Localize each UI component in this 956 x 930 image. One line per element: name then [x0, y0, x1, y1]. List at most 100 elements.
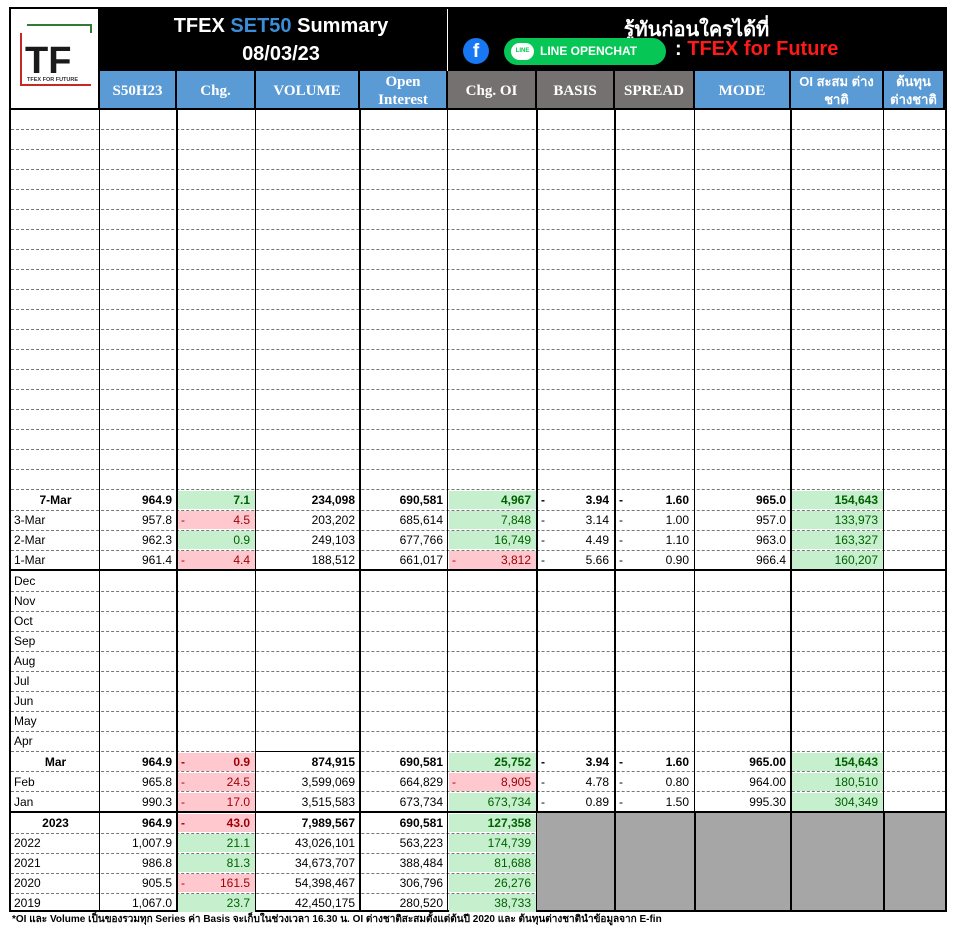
row-divider: [11, 550, 945, 551]
negative-sign: -: [181, 775, 185, 789]
open-interest-cell: 280,520: [399, 896, 443, 910]
row-label: 7-Mar: [39, 493, 72, 507]
mode-cell: 965.0: [755, 493, 786, 507]
row-divider: [11, 611, 945, 612]
change-cell: - 4.4: [178, 551, 255, 569]
column-divider: [790, 108, 792, 910]
change-oi-cell-value: 127,358: [487, 816, 531, 830]
row-divider: [11, 530, 945, 531]
change-cell-value: 4.4: [233, 553, 250, 567]
change-oi-cell-value: 26,276: [494, 876, 531, 890]
column-divider: [536, 108, 538, 910]
price-cell: 961.4: [141, 553, 172, 567]
basis-cell: - 5.66: [538, 550, 614, 570]
column-header: ต้นทุน ต่างชาติ: [884, 71, 945, 110]
section-rule: [11, 811, 945, 813]
negative-sign: -: [181, 876, 185, 890]
volume-cell: 203,202: [311, 513, 355, 527]
change-cell: 0.9: [178, 531, 255, 549]
report-date: 08/03/23: [242, 43, 320, 65]
community-name: : TFEX for Future: [675, 38, 839, 60]
row-label: 2-Mar: [14, 533, 46, 547]
row-divider: [11, 249, 945, 250]
basis-cell-value: 4.49: [585, 533, 609, 547]
negative-sign: -: [619, 533, 623, 547]
row-divider: [11, 129, 945, 130]
change-oi-cell-value: 7,848: [500, 513, 531, 527]
negative-sign: -: [181, 553, 185, 567]
open-interest-cell: 673,734: [399, 795, 443, 809]
row-label: 2020: [14, 876, 41, 890]
open-interest-cell: 690,581: [399, 816, 443, 830]
summary-sheet: TF TFEX FOR FUTURE TFEX SET50 Summary 08…: [9, 7, 947, 912]
line-openchat-label: LINE OPENCHAT: [540, 44, 638, 58]
spread-cell-value: 1.60: [665, 493, 689, 507]
price-cell: 957.8: [141, 513, 172, 527]
yearly-empty-area: [537, 813, 945, 910]
row-divider: [11, 489, 945, 490]
basis-cell-value: 0.89: [585, 795, 609, 809]
change-cell: 81.3: [178, 854, 255, 872]
row-divider: [11, 349, 945, 350]
tfex-for-future-logo: TF TFEX FOR FUTURE: [11, 9, 100, 108]
basis-cell-value: 3.94: [585, 755, 609, 769]
line-icon: LINE: [511, 43, 534, 60]
row-divider: [11, 510, 945, 511]
line-openchat-button[interactable]: LINE LINE OPENCHAT: [504, 38, 666, 65]
column-header: BASIS: [537, 71, 615, 110]
volume-cell: 34,673,707: [294, 856, 355, 870]
spread-cell-value: 0.90: [665, 553, 689, 567]
open-interest-cell: 306,796: [399, 876, 443, 890]
basis-cell: - 3.14: [538, 510, 614, 530]
price-cell: 964.9: [141, 816, 172, 830]
row-divider: [11, 329, 945, 330]
month-label: Nov: [14, 594, 36, 608]
negative-sign: -: [181, 755, 185, 769]
change-cell-value: 17.0: [226, 795, 250, 809]
foreign-cost-cell: [884, 510, 945, 530]
mode-cell: 957.0: [755, 513, 786, 527]
price-cell: 965.8: [141, 775, 172, 789]
change-cell: - 4.5: [178, 511, 255, 529]
change-cell: 21.1: [178, 834, 255, 852]
change-oi-cell: - 3,812: [449, 551, 536, 569]
basis-cell: - 4.49: [538, 530, 614, 550]
open-interest-cell: 677,766: [399, 533, 443, 547]
row-divider: [11, 309, 945, 310]
price-cell: 964.9: [141, 755, 172, 769]
negative-sign: -: [619, 775, 623, 789]
open-interest-cell: 690,581: [399, 493, 443, 507]
change-oi-cell: 25,752: [449, 753, 536, 771]
basis-cell-value: 4.78: [585, 775, 609, 789]
negative-sign: -: [619, 795, 623, 809]
column-header: SPREAD: [615, 71, 695, 110]
volume-cell: 3,599,069: [301, 775, 355, 789]
spread-cell-value: 1.60: [665, 755, 689, 769]
change-oi-cell: 26,276: [449, 874, 536, 892]
spread-cell: - 1.60: [616, 490, 694, 510]
negative-sign: -: [541, 553, 545, 567]
basis-cell: - 3.94: [538, 752, 614, 772]
change-oi-cell-value: 81,688: [494, 856, 531, 870]
spread-cell: - 0.80: [616, 772, 694, 792]
section-rule: [256, 751, 360, 752]
negative-sign: -: [541, 513, 545, 527]
negative-sign: -: [181, 816, 185, 830]
row-label: 2022: [14, 836, 41, 850]
volume-cell: 249,103: [311, 533, 355, 547]
column-header: Chg.: [177, 71, 256, 110]
foreign-oi-cell: 304,349: [792, 793, 883, 811]
spread-cell-value: 1.00: [665, 513, 689, 527]
change-cell: - 0.9: [178, 753, 255, 771]
negative-sign: -: [619, 493, 623, 507]
mode-cell: 963.0: [755, 533, 786, 547]
facebook-icon[interactable]: f: [463, 38, 489, 64]
change-oi-cell: 7,848: [449, 511, 536, 529]
row-divider: [11, 711, 945, 712]
open-interest-cell: 690,581: [399, 755, 443, 769]
change-cell-value: 0.9: [233, 755, 250, 769]
column-divider: [694, 108, 695, 910]
row-divider: [11, 369, 945, 370]
row-divider: [11, 853, 945, 854]
column-divider: [883, 108, 884, 910]
